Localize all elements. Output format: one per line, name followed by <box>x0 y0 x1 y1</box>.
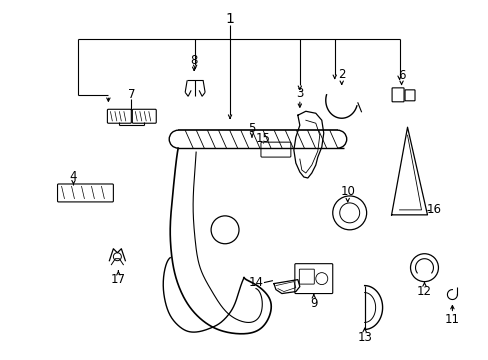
Text: 6: 6 <box>397 69 405 82</box>
FancyBboxPatch shape <box>294 264 332 293</box>
Text: 5: 5 <box>248 122 255 135</box>
Text: 12: 12 <box>416 285 431 298</box>
FancyBboxPatch shape <box>391 88 403 102</box>
Text: 7: 7 <box>127 88 135 101</box>
Text: 3: 3 <box>296 87 303 100</box>
Text: 2: 2 <box>337 68 345 81</box>
FancyBboxPatch shape <box>132 109 156 123</box>
FancyBboxPatch shape <box>261 142 290 157</box>
Text: 13: 13 <box>357 331 371 344</box>
Text: 17: 17 <box>111 273 125 286</box>
Text: 9: 9 <box>309 297 317 310</box>
Text: 4: 4 <box>70 170 77 183</box>
Text: 8: 8 <box>190 54 198 67</box>
FancyBboxPatch shape <box>299 269 314 284</box>
FancyBboxPatch shape <box>404 90 414 101</box>
Text: 15: 15 <box>255 132 270 145</box>
Text: 10: 10 <box>340 185 354 198</box>
Text: 1: 1 <box>225 12 234 26</box>
Text: 16: 16 <box>426 203 441 216</box>
FancyBboxPatch shape <box>107 109 131 123</box>
FancyBboxPatch shape <box>58 184 113 202</box>
Text: 11: 11 <box>444 313 459 326</box>
Text: 14: 14 <box>248 276 263 289</box>
